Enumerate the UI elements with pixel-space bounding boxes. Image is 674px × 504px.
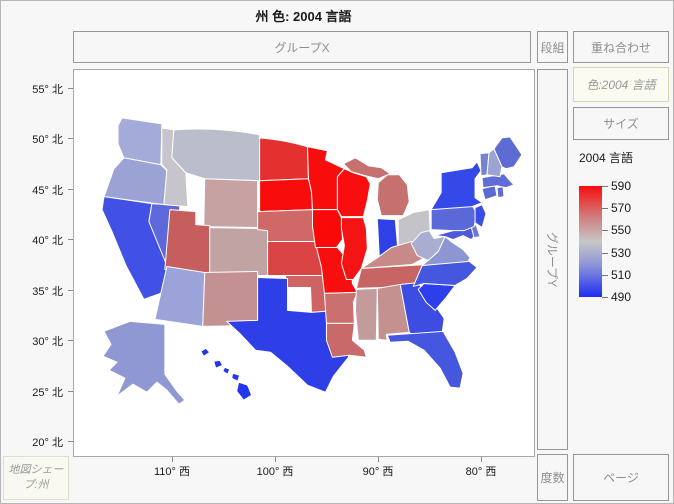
y-axis-tick-label[interactable]: 55° 北: [32, 84, 63, 96]
x-axis-tick-mark: [275, 457, 276, 462]
legend-tick-label: 590: [611, 179, 632, 193]
drop-zone-group-y[interactable]: グループY: [537, 69, 568, 450]
drop-zone-frequency-label: 度数: [540, 471, 565, 485]
drop-zone-paneling[interactable]: 段組: [537, 31, 568, 63]
x-axis-tick-label[interactable]: 90° 西: [362, 466, 394, 478]
x-axis-tick-mark: [378, 457, 379, 462]
drop-zone-group-x-label: グループX: [274, 40, 330, 55]
drop-zone-paneling-label: 段組: [540, 40, 565, 55]
state-MT[interactable]: [171, 128, 261, 182]
drop-zone-page[interactable]: ページ: [573, 454, 669, 501]
drop-zone-color[interactable]: 色:2004 言語: [573, 67, 669, 102]
legend-tick-mark: [602, 274, 608, 276]
y-axis-tick-mark: [68, 390, 73, 392]
x-axis-tick-mark: [172, 457, 173, 462]
legend-tick-mark: [602, 186, 608, 187]
y-axis-tick-label[interactable]: 20° 北: [32, 437, 63, 449]
state-AR[interactable]: [323, 291, 358, 324]
legend-tick-mark: [602, 230, 608, 232]
drop-zone-map-shape-label: 地図シェー プ:州: [8, 464, 64, 491]
state-SD[interactable]: [259, 178, 313, 213]
us-map: [101, 117, 523, 405]
drop-zone-color-label: 色:2004 言語: [586, 78, 656, 92]
state-LA[interactable]: [325, 322, 367, 358]
drop-zone-overlay[interactable]: 重ね合わせ: [573, 31, 669, 63]
state-UT[interactable]: [164, 209, 211, 276]
legend-tick-label: 570: [611, 201, 632, 216]
legend-tick-label: 530: [611, 245, 632, 260]
state-NH[interactable]: [486, 148, 503, 178]
legend-title: 2004 言語: [579, 151, 634, 165]
x-axis-tick-label[interactable]: 110° 西: [154, 466, 190, 478]
state-CO[interactable]: [209, 227, 269, 276]
drop-zone-group-y-label: グループY: [545, 231, 560, 288]
state-PA[interactable]: [430, 205, 478, 232]
drop-zone-frequency[interactable]: 度数: [537, 454, 568, 501]
x-axis-tick-label[interactable]: 100° 西: [256, 466, 294, 478]
y-axis-tick-mark: [68, 340, 73, 342]
y-axis-tick-label[interactable]: 30° 北: [32, 336, 63, 349]
state-NC[interactable]: [412, 260, 478, 287]
x-axis-tick-label[interactable]: 80° 西: [465, 466, 497, 478]
state-MS[interactable]: [354, 287, 378, 341]
state-FL[interactable]: [386, 330, 464, 389]
state-WY[interactable]: [203, 178, 259, 229]
state-NY[interactable]: [430, 161, 483, 211]
y-axis-tick-label[interactable]: 50° 北: [32, 134, 63, 147]
legend-tick-label: 550: [611, 223, 632, 238]
state-IA[interactable]: [311, 209, 343, 249]
y-axis-tick-label[interactable]: 45° 北: [32, 184, 63, 197]
drop-zone-overlay-label: 重ね合わせ: [590, 40, 651, 55]
state-ND[interactable]: [259, 137, 309, 182]
legend-gradient[interactable]: [579, 186, 602, 297]
state-NJ[interactable]: [474, 204, 487, 229]
legend-tick-mark: [602, 297, 608, 298]
state-IL[interactable]: [340, 217, 368, 280]
y-axis-tick-mark: [68, 188, 73, 190]
state-MA[interactable]: [481, 173, 515, 189]
x-axis-tick-mark: [481, 457, 482, 462]
state-MI[interactable]: [342, 157, 410, 217]
drop-zone-map-shape[interactable]: 地図シェー プ:州: [3, 456, 69, 500]
state-HI[interactable]: [200, 347, 253, 401]
y-axis-tick-mark: [68, 138, 73, 140]
drop-zone-group-x[interactable]: グループX: [73, 31, 531, 63]
legend-tick-label: 510: [611, 267, 632, 282]
y-axis-tick-mark: [68, 289, 73, 291]
drop-zone-page-label: ページ: [603, 471, 639, 485]
y-axis-tick-mark: [68, 441, 73, 442]
y-axis-tick-label[interactable]: 40° 北: [32, 235, 63, 248]
y-axis-tick-mark: [68, 239, 73, 241]
state-WI[interactable]: [336, 168, 371, 218]
state-AK[interactable]: [102, 320, 186, 405]
state-ME[interactable]: [493, 136, 523, 170]
drop-zone-size[interactable]: サイズ: [573, 107, 669, 140]
y-axis-tick-label[interactable]: 25° 北: [32, 386, 63, 399]
legend-tick-label: 490: [611, 290, 632, 304]
state-RI[interactable]: [496, 186, 505, 199]
legend-tick-mark: [602, 208, 608, 210]
legend-tick-mark: [602, 252, 608, 254]
state-TX[interactable]: [226, 276, 352, 393]
y-axis-tick-label[interactable]: 35° 北: [32, 285, 63, 298]
drop-zone-size-label: サイズ: [603, 117, 639, 131]
plot-area[interactable]: [73, 69, 535, 457]
graph-title[interactable]: 州 色: 2004 言語: [255, 9, 352, 24]
state-NM[interactable]: [202, 270, 259, 327]
y-axis-tick-mark: [68, 88, 73, 89]
